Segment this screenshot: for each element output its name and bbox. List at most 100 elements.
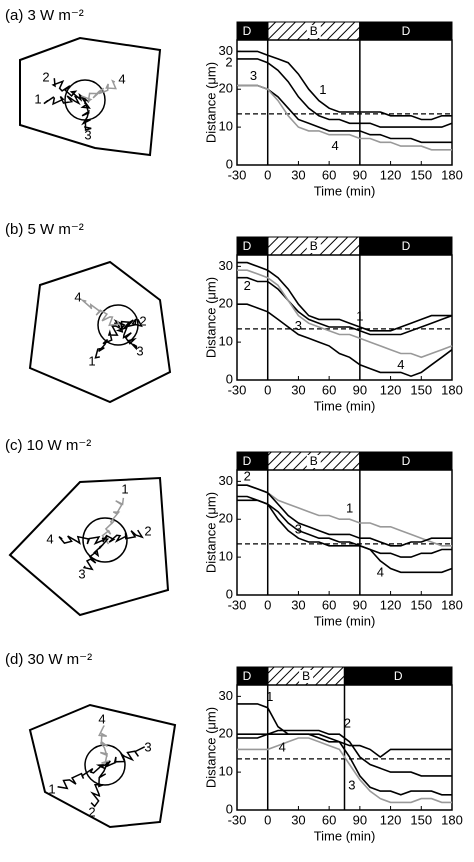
- x-tick-label: 120: [380, 812, 402, 827]
- x-tick-label: 30: [291, 167, 305, 182]
- x-tick-label: 120: [380, 382, 402, 397]
- organelle-track: [51, 78, 90, 103]
- organelle-track: [82, 537, 110, 571]
- plot-frame: [236, 254, 453, 381]
- x-tick-label: -30: [228, 597, 247, 612]
- y-axis-label: Distance (μm): [203, 492, 218, 573]
- x-tick-label: 60: [322, 167, 336, 182]
- phase-label: D: [402, 239, 411, 253]
- organelle-track: [103, 746, 146, 769]
- phase-bar: [236, 236, 269, 256]
- phase-label: D: [243, 24, 252, 38]
- series-label: 4: [397, 357, 404, 372]
- series-line: [237, 729, 452, 777]
- y-tick-label: 0: [226, 156, 233, 171]
- y-tick-label: 30: [219, 688, 233, 703]
- series-line: [237, 276, 453, 336]
- series-label: 1: [266, 689, 273, 704]
- series-label: 3: [295, 318, 302, 333]
- panel-title: (d) 30 W m⁻²: [5, 651, 92, 668]
- organelle-track: [57, 763, 106, 790]
- y-tick-label: 0: [226, 371, 233, 386]
- track-label: 3: [136, 343, 143, 358]
- phase-label-bg: [306, 455, 321, 468]
- series-line: [237, 495, 453, 574]
- series-line: [237, 58, 453, 128]
- phase-label: D: [402, 24, 411, 38]
- y-tick-label: 0: [226, 586, 233, 601]
- phase-label-bg: [299, 670, 314, 683]
- x-tick-label: 120: [380, 597, 402, 612]
- cell-outline: [19, 36, 162, 157]
- x-tick-label: 60: [322, 382, 336, 397]
- phase-label: D: [402, 454, 411, 468]
- phase-label: B: [302, 669, 310, 683]
- x-tick-label: 0: [264, 167, 271, 182]
- phase-label-bg: [306, 240, 321, 253]
- organelle-track: [102, 529, 144, 543]
- x-axis-label: Time (min): [314, 183, 376, 198]
- track-label: 2: [42, 69, 49, 84]
- panel-title: (b) 5 W m⁻²: [5, 221, 84, 238]
- series-line: [237, 261, 452, 332]
- organelle-track: [90, 762, 109, 808]
- y-axis-label: Distance (μm): [203, 62, 218, 143]
- x-tick-label: 120: [380, 167, 402, 182]
- cell-outline: [28, 260, 172, 404]
- series-line: [237, 733, 452, 796]
- y-tick-label: 20: [219, 296, 233, 311]
- organelle-track: [43, 95, 86, 106]
- cell-outline: [28, 703, 177, 829]
- x-tick-label: 150: [410, 812, 432, 827]
- series-label: 4: [279, 739, 286, 754]
- series-label: 2: [244, 469, 251, 484]
- organelle-track: [98, 725, 110, 764]
- x-axis-label: Time (min): [314, 613, 376, 628]
- x-tick-label: 30: [291, 812, 305, 827]
- series-line: [237, 50, 452, 121]
- panel-title: (c) 10 W m⁻²: [5, 437, 91, 454]
- track-label: 3: [144, 739, 151, 754]
- series-line: [237, 703, 452, 758]
- phase-label: B: [310, 239, 318, 253]
- organelle-track: [81, 79, 117, 103]
- plot-frame: [236, 469, 453, 596]
- track-label: 1: [88, 353, 95, 368]
- phase-label: B: [310, 454, 318, 468]
- x-tick-label: 0: [264, 812, 271, 827]
- phase-bar: [236, 451, 269, 471]
- series-label: 2: [344, 716, 351, 731]
- track-label: 3: [84, 127, 91, 142]
- organelle-track: [79, 298, 121, 327]
- x-tick-label: 60: [322, 597, 336, 612]
- y-tick-label: 10: [219, 334, 233, 349]
- track-label: 1: [121, 481, 128, 496]
- x-tick-label: 0: [264, 597, 271, 612]
- nucleus-region: [82, 517, 128, 563]
- plot-frame: [236, 684, 453, 811]
- x-tick-label: 180: [441, 167, 463, 182]
- series-label: 4: [332, 138, 339, 153]
- panel-title: (a) 3 W m⁻²: [5, 7, 84, 24]
- series-label: 2: [225, 54, 232, 69]
- x-tick-label: 180: [441, 812, 463, 827]
- track-label: 4: [118, 71, 125, 86]
- y-tick-label: 10: [219, 764, 233, 779]
- track-label: 1: [48, 781, 55, 796]
- series-label: 1: [346, 501, 353, 516]
- phase-bar: [236, 21, 269, 41]
- organelle-track: [58, 535, 109, 546]
- x-tick-label: -30: [228, 167, 247, 182]
- x-tick-label: 150: [410, 597, 432, 612]
- organelle-track: [101, 497, 125, 545]
- track-label: 4: [74, 289, 81, 304]
- track-label: 4: [98, 711, 105, 726]
- series-line: [237, 499, 452, 558]
- x-axis-label: Time (min): [314, 398, 376, 413]
- x-tick-label: 90: [353, 812, 367, 827]
- series-label: 3: [295, 522, 302, 537]
- series-line: [237, 484, 452, 547]
- phase-label: D: [243, 669, 252, 683]
- phase-bar: [236, 666, 269, 686]
